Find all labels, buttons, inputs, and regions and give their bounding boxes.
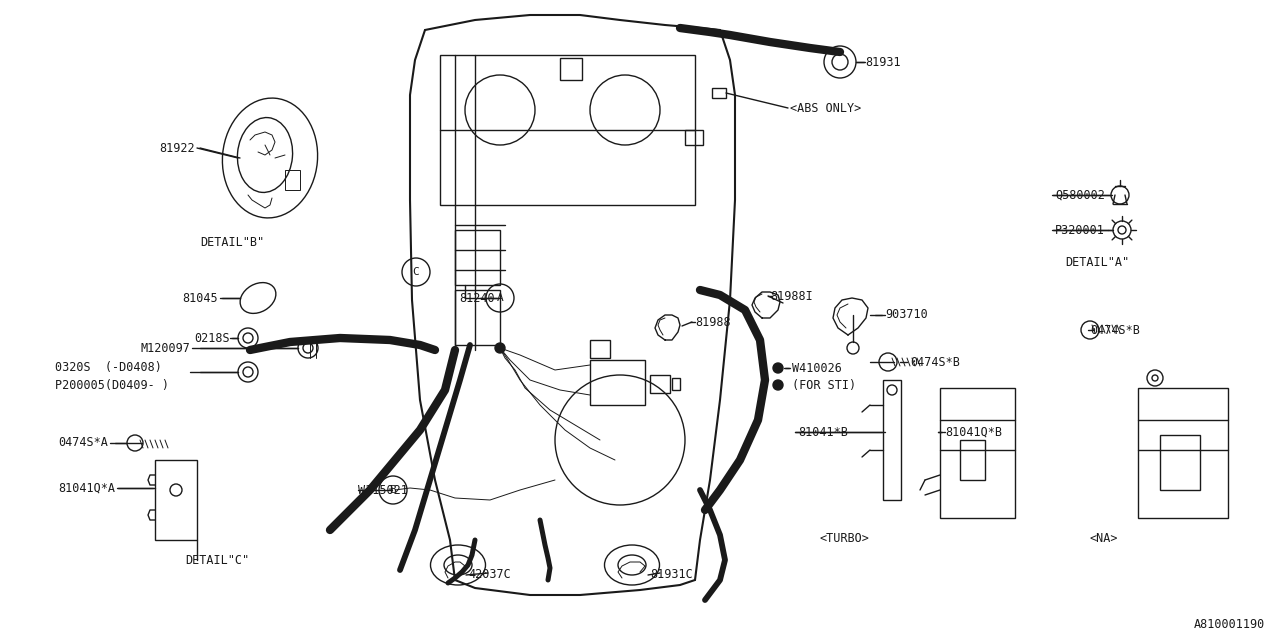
Text: <ABS ONLY>: <ABS ONLY> (790, 102, 861, 115)
Text: <TURBO>: <TURBO> (820, 531, 870, 545)
Text: DETAIL"B": DETAIL"B" (200, 236, 264, 248)
Text: W115021: W115021 (358, 483, 408, 497)
Text: 81045: 81045 (182, 291, 218, 305)
Bar (440, 55, 695, 205)
Text: P200005(D0409- ): P200005(D0409- ) (55, 378, 169, 392)
Bar (590, 340, 611, 358)
Bar (672, 378, 680, 390)
Bar (454, 290, 500, 345)
Text: DETAIL"A": DETAIL"A" (1065, 255, 1129, 269)
Circle shape (495, 343, 506, 353)
Text: 0320S  (-D0408): 0320S (-D0408) (55, 362, 161, 374)
Bar (155, 460, 197, 540)
Text: M120097: M120097 (140, 342, 189, 355)
Text: 81041*B: 81041*B (797, 426, 847, 438)
Text: DETAIL"C": DETAIL"C" (186, 554, 250, 566)
Text: 0218S: 0218S (195, 332, 230, 344)
Bar (561, 58, 582, 80)
Text: 81922: 81922 (160, 141, 195, 154)
Text: 81041Q*A: 81041Q*A (58, 481, 115, 495)
Bar (940, 388, 1015, 518)
Text: C: C (412, 267, 420, 277)
Text: <NA>: <NA> (1091, 531, 1119, 545)
Text: A: A (497, 293, 503, 303)
Bar (883, 380, 901, 500)
Text: 81931: 81931 (865, 56, 901, 68)
Text: (FOR STI): (FOR STI) (792, 378, 856, 392)
Bar (590, 360, 645, 405)
Text: 81988: 81988 (695, 316, 731, 328)
Bar (960, 440, 986, 480)
Circle shape (773, 363, 783, 373)
Circle shape (773, 380, 783, 390)
Text: 42037C: 42037C (468, 568, 511, 582)
Text: B: B (389, 485, 397, 495)
Text: 81988I: 81988I (771, 289, 813, 303)
Text: 0474S*B: 0474S*B (1091, 323, 1140, 337)
Text: 81931C: 81931C (650, 568, 692, 582)
Text: 0474S*B: 0474S*B (910, 355, 960, 369)
Bar (285, 170, 300, 190)
Bar (1160, 435, 1201, 490)
Text: 903710: 903710 (884, 308, 928, 321)
Text: 81041Q*B: 81041Q*B (945, 426, 1002, 438)
Text: Q580002: Q580002 (1055, 189, 1105, 202)
Bar (454, 230, 500, 285)
Bar (712, 88, 726, 98)
Bar (685, 130, 703, 145)
Bar (650, 375, 669, 393)
Bar (1138, 388, 1228, 518)
Text: A810001190: A810001190 (1194, 618, 1265, 632)
Text: 0474S*A: 0474S*A (58, 436, 108, 449)
Text: W410026: W410026 (792, 362, 842, 374)
Text: 81240: 81240 (460, 291, 495, 305)
Text: P320001: P320001 (1055, 223, 1105, 237)
